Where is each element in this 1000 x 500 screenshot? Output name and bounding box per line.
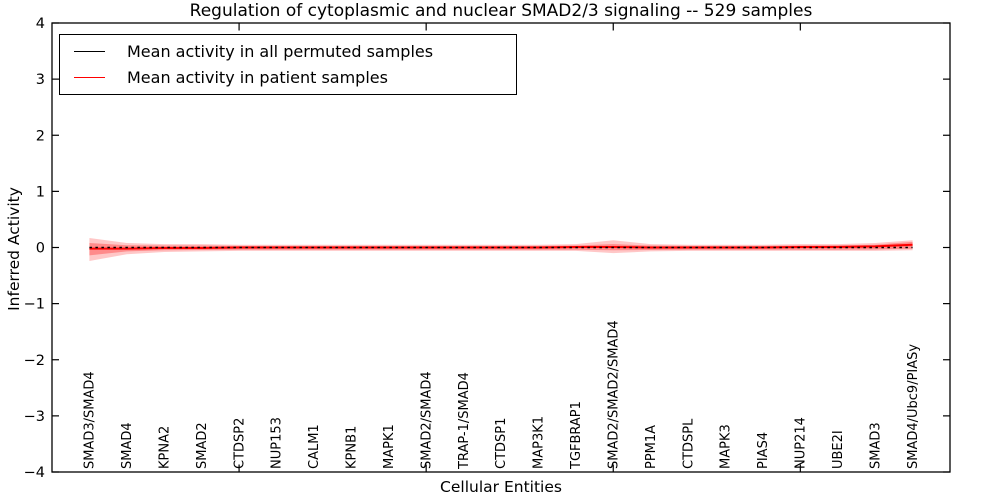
x-entity-label: CALM1 [307,424,322,469]
x-entity-label: KPNA2 [157,426,172,469]
y-tick-label: 1 [36,184,45,200]
y-tick-label: −2 [24,353,45,369]
y-tick-label: −1 [24,297,45,313]
x-entity-label: CTDSPL [681,418,696,469]
x-entity-label: NUP153 [270,417,285,469]
y-tick-label: 4 [36,16,45,32]
chart-title: Regulation of cytoplasmic and nuclear SM… [189,1,813,21]
x-entity-label: TRAP-1/SMAD4 [457,372,472,470]
x-entity-label: PIAS4 [756,432,771,469]
x-entity-label: SMAD2/SMAD2/SMAD4 [606,320,621,469]
x-entity-label: TGFBRAP1 [569,401,584,470]
legend-label-patient: Mean activity in patient samples [127,68,388,88]
patient-line-sample [74,77,105,79]
x-entity-label: KPNB1 [344,426,359,469]
x-entity-label: PPM1A [644,425,659,469]
x-entity-label: NUP214 [793,417,808,469]
x-axis-title: Cellular Entities [440,478,562,496]
x-entity-label: UBE2I [831,430,846,469]
x-entity-label: CTDSP1 [494,418,509,469]
x-entity-label: SMAD3/SMAD4 [83,371,98,469]
x-entity-label: SMAD4/Ubc9/PIASy [906,344,921,469]
legend: Mean activity in all permuted samples Me… [59,34,517,95]
x-entity-label: MAPK3 [719,424,734,469]
x-entity-label: SMAD4 [120,422,135,469]
legend-entry-patient: Mean activity in patient samples [74,68,516,87]
legend-entry-permuted: Mean activity in all permuted samples [74,42,516,61]
x-entity-label: CTDSP2 [232,418,247,469]
confidence-band-outer [89,237,913,261]
x-entity-label: SMAD3 [868,422,883,469]
x-entity-label: MAP3K1 [532,416,547,469]
y-tick-label: 0 [36,241,45,257]
y-axis-title: Inferred Activity [5,187,23,311]
x-entity-label: MAPK1 [382,424,397,469]
y-tick-label: −4 [24,465,45,481]
x-entity-label: SMAD2/SMAD4 [419,371,434,469]
y-tick-label: −3 [24,409,45,425]
confidence-band-inner [89,241,913,256]
x-entity-label: SMAD2 [195,422,210,469]
permuted-line-sample [74,50,105,52]
legend-label-permuted: Mean activity in all permuted samples [127,41,434,61]
y-tick-label: 3 [36,72,45,88]
y-tick-label: 2 [36,128,45,144]
